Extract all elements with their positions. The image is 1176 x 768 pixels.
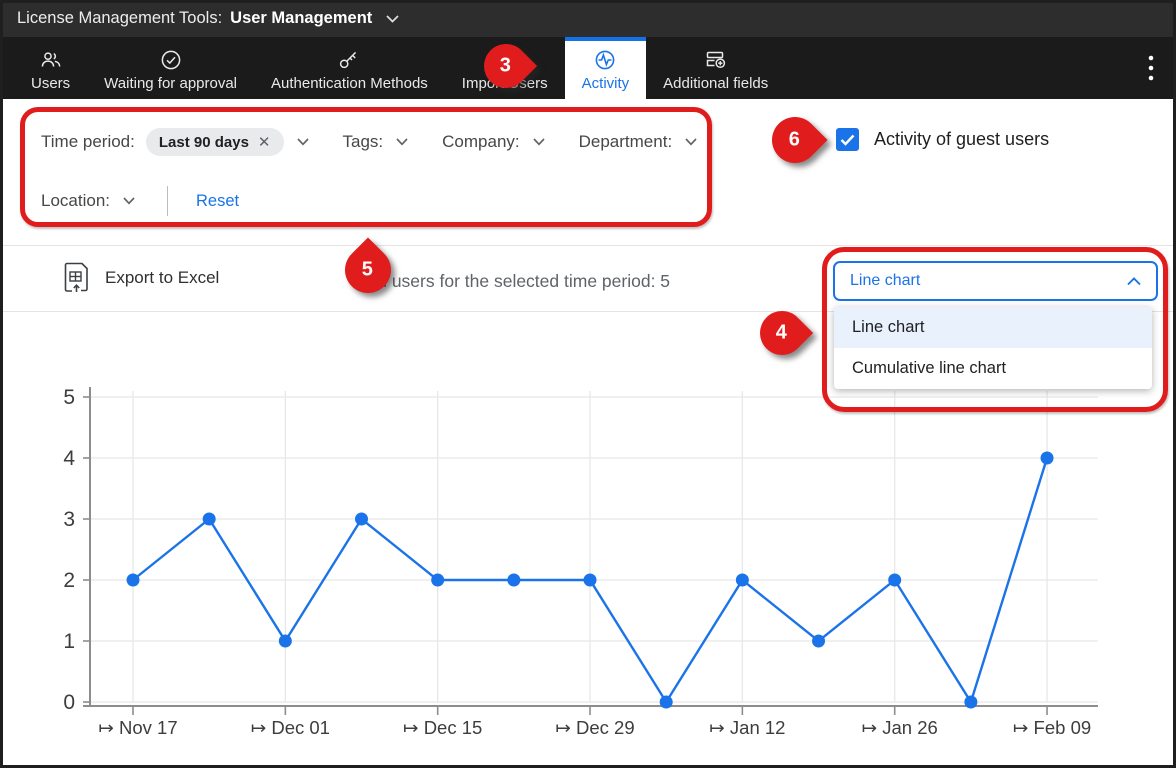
chart-type-menu: Line chart Cumulative line chart [834, 307, 1152, 389]
filter-row-2: Location: Reset [41, 183, 239, 219]
chip-remove-icon[interactable]: ✕ [257, 134, 271, 151]
menu-option-line-chart[interactable]: Line chart [834, 307, 1152, 348]
export-to-excel-button[interactable]: Export to Excel [64, 261, 219, 295]
guest-users-label: Activity of guest users [874, 129, 1050, 149]
svg-text:5: 5 [63, 386, 75, 409]
svg-text:↦ Dec 15: ↦ Dec 15 [403, 717, 482, 738]
activity-icon [596, 50, 615, 70]
svg-text:4: 4 [63, 447, 75, 470]
menu-option-cumulative-line-chart[interactable]: Cumulative line chart [852, 359, 1007, 377]
svg-text:↦ Dec 01: ↦ Dec 01 [251, 717, 330, 738]
department-label: Department: [578, 132, 673, 151]
time-period-chip[interactable]: Last 90 days ✕ [145, 128, 284, 156]
company-dropdown-chevron[interactable] [533, 138, 545, 146]
tab-label: Import Users [461, 75, 548, 92]
tab-label: Waiting for approval [104, 75, 238, 92]
tags-label: Tags: [342, 132, 384, 151]
tab-authentication-methods[interactable]: Authentication Methods [254, 37, 445, 99]
svg-text:↦ Jan 12: ↦ Jan 12 [709, 717, 785, 738]
time-period-dropdown-chevron[interactable] [296, 138, 309, 146]
key-icon [340, 51, 357, 69]
tab-activity[interactable]: Activity [564, 37, 647, 99]
svg-text:1: 1 [63, 630, 75, 653]
svg-text:2: 2 [63, 569, 75, 592]
chart-type-select[interactable]: Line chart [833, 261, 1158, 301]
callout-4: 4 [750, 301, 814, 365]
company-label: Company: [442, 132, 520, 151]
overflow-menu-button[interactable] [1148, 37, 1154, 99]
users-icon [41, 52, 60, 67]
chevron-down-icon[interactable] [386, 14, 399, 23]
tab-additional-fields[interactable]: Additional fields [646, 37, 785, 99]
location-dropdown-chevron[interactable] [123, 197, 135, 205]
check-icon [840, 134, 855, 146]
additional-fields-icon [706, 51, 725, 69]
reset-link[interactable]: Reset [196, 191, 240, 210]
department-dropdown-chevron[interactable] [685, 138, 697, 146]
divider [0, 245, 1176, 246]
filter-divider [167, 186, 168, 216]
svg-text:↦ Jan 26: ↦ Jan 26 [862, 717, 938, 738]
title-bar: License Management Tools: User Managemen… [0, 0, 1176, 37]
svg-text:↦ Nov 17: ↦ Nov 17 [98, 717, 177, 738]
svg-text:3: 3 [63, 508, 75, 531]
tab-import-users[interactable]: Import Users [445, 37, 565, 99]
location-label: Location: [41, 191, 110, 210]
check-circle-icon [161, 50, 180, 70]
tab-label: Users [31, 75, 71, 92]
svg-text:↦ Dec 29: ↦ Dec 29 [555, 717, 634, 738]
tab-label: Activity [581, 75, 630, 92]
import-users-icon [496, 52, 515, 67]
total-users-text: Total users for the selected time period… [350, 271, 671, 291]
context-title[interactable]: User Management [230, 9, 373, 27]
guest-users-checkbox[interactable] [836, 128, 859, 151]
kebab-icon [1148, 55, 1154, 81]
export-excel-icon [64, 262, 88, 292]
tags-dropdown-chevron[interactable] [396, 138, 408, 146]
filter-row-1: Time period: Last 90 days ✕ Tags: Compan… [41, 124, 697, 160]
app-title: License Management Tools: [17, 9, 223, 27]
activity-line-chart: 0 1 2 3 4 5 ↦ Nov 17 ↦ Dec 01 ↦ Dec 15 ↦ Dec 29 ↦ … [63, 386, 1098, 738]
time-period-label: Time period: [41, 132, 135, 151]
tab-label: Authentication Methods [271, 75, 428, 92]
guest-users-row: Activity of guest users [836, 128, 1049, 151]
chevron-up-icon [1127, 276, 1141, 285]
svg-text:0: 0 [63, 691, 75, 714]
tab-label: Additional fields [663, 75, 769, 92]
svg-text:↦ Feb 09: ↦ Feb 09 [1013, 717, 1091, 738]
tab-users[interactable]: Users [14, 37, 87, 99]
tab-waiting-for-approval[interactable]: Waiting for approval [87, 37, 254, 99]
divider [0, 311, 1176, 312]
callout-6: 6 [762, 107, 828, 173]
tab-bar: Users Waiting for approval Authenticatio… [0, 37, 1176, 99]
